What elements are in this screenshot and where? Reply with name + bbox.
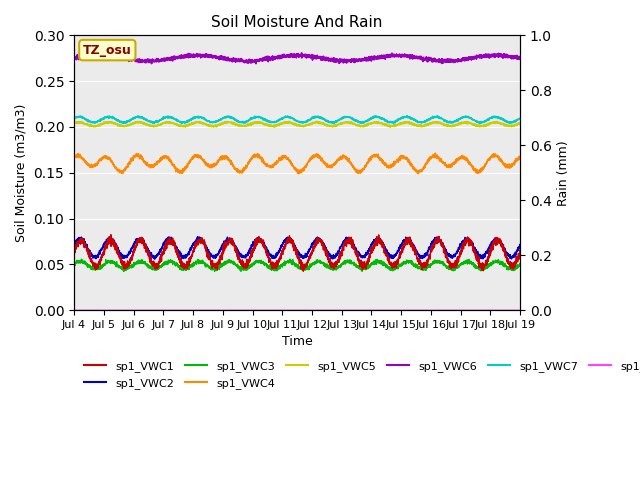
X-axis label: Time: Time bbox=[282, 336, 312, 348]
Y-axis label: Rain (mm): Rain (mm) bbox=[557, 140, 570, 205]
Text: TZ_osu: TZ_osu bbox=[83, 44, 132, 57]
Y-axis label: Soil Moisture (m3/m3): Soil Moisture (m3/m3) bbox=[15, 104, 28, 242]
Legend: sp1_VWC1, sp1_VWC2, sp1_VWC3, sp1_VWC4, sp1_VWC5, sp1_VWC6, sp1_VWC7, sp1_Rain: sp1_VWC1, sp1_VWC2, sp1_VWC3, sp1_VWC4, … bbox=[79, 357, 640, 393]
Title: Soil Moisture And Rain: Soil Moisture And Rain bbox=[211, 15, 383, 30]
